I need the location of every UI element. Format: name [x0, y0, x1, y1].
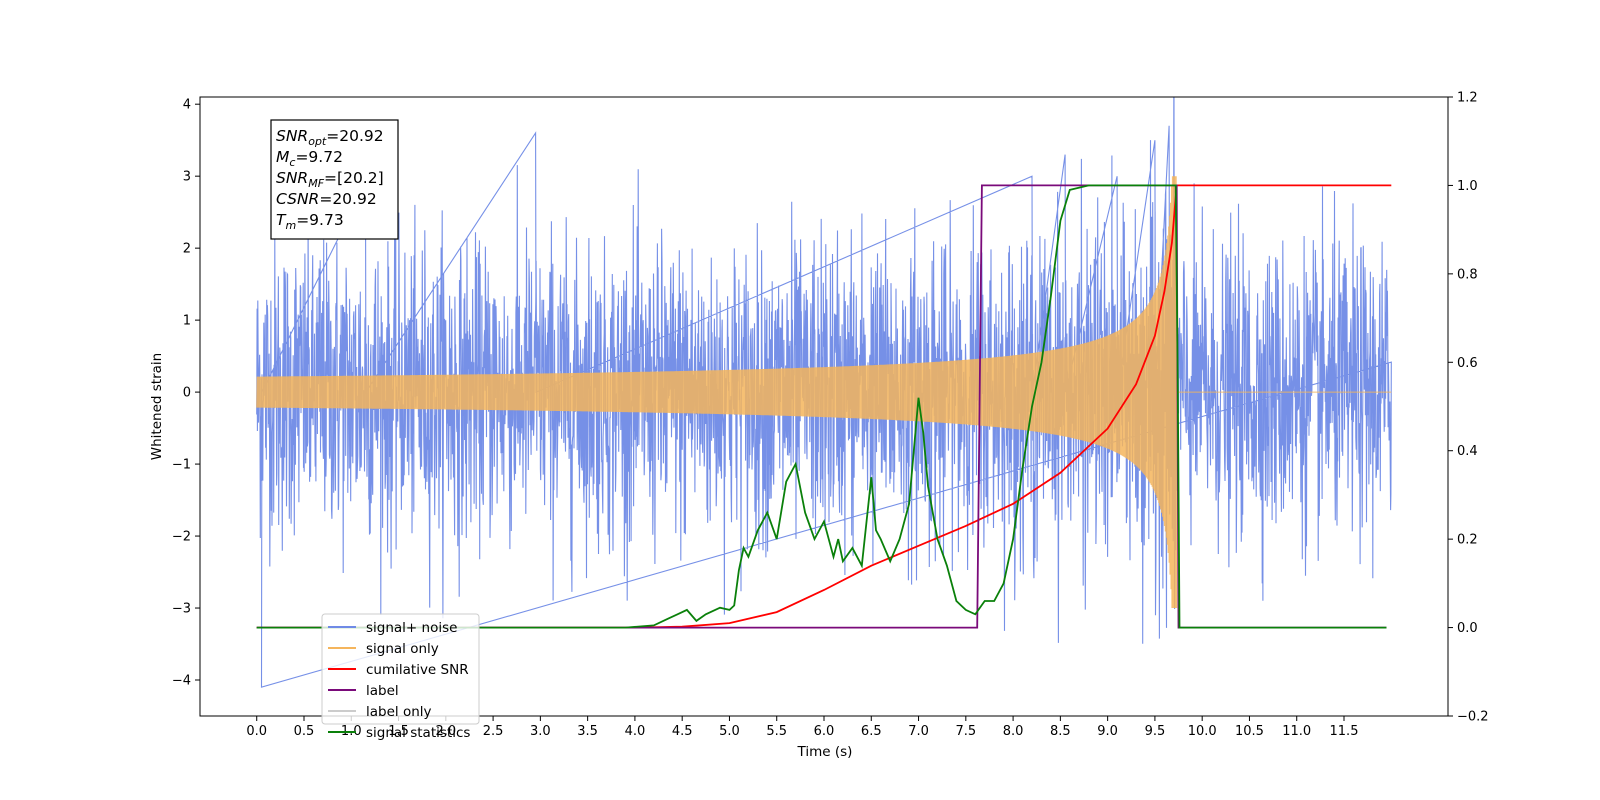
x-tick-label: 2.5	[483, 724, 504, 739]
x-tick-label: 10.5	[1235, 724, 1264, 739]
x-tick-label: 8.5	[1050, 724, 1071, 739]
x-tick-label: 3.5	[577, 724, 598, 739]
series-signal-noise	[256, 97, 1392, 688]
y2-tick-label: 1.2	[1457, 91, 1478, 106]
annotation-line: Mc=9.72	[276, 148, 343, 169]
x-tick-label: 7.5	[955, 724, 976, 739]
y-tick-label: −1	[172, 458, 191, 473]
x-tick-label: 9.5	[1145, 724, 1166, 739]
series-signal-only	[256, 176, 1392, 609]
x-tick-label: 7.0	[908, 724, 929, 739]
series-signal-statistics	[256, 184, 1387, 629]
x-tick-label: 6.5	[861, 724, 882, 739]
y-tick-label: 1	[183, 314, 191, 329]
annotation-line: SNRopt=20.92	[276, 127, 384, 148]
y2-tick-label: 0.6	[1457, 356, 1478, 371]
x-tick-label: 10.0	[1188, 724, 1217, 739]
legend-label-cumilative-snr: cumilative SNR	[366, 662, 469, 678]
y-tick-label: −3	[172, 602, 191, 617]
x-tick-label: 8.0	[1003, 724, 1024, 739]
y-tick-label: 3	[183, 170, 191, 185]
legend-label-label: label	[366, 683, 399, 699]
plot-area	[256, 97, 1392, 688]
y-tick-label: 0	[183, 386, 191, 401]
x-tick-label: 4.0	[625, 724, 646, 739]
x-tick-label: 3.0	[530, 724, 551, 739]
x-tick-label: 9.0	[1097, 724, 1118, 739]
y2-tick-label: 0.2	[1457, 533, 1478, 548]
x-tick-label: 11.5	[1330, 724, 1359, 739]
legend-label-signal-statistics: signal statistics	[366, 725, 470, 741]
legend-label-signal-only: signal only	[366, 641, 439, 657]
annotation-line: Tm=9.73	[276, 211, 344, 232]
y-tick-label: −2	[172, 530, 191, 545]
x-tick-label: 1.5	[388, 724, 409, 739]
y2-tick-label: 0.0	[1457, 621, 1478, 636]
y-tick-label: 4	[183, 98, 191, 113]
y2-tick-label: −0.2	[1457, 710, 1489, 725]
y-tick-label: 2	[183, 242, 191, 257]
x-tick-label: 4.5	[672, 724, 693, 739]
y-tick-label: −4	[172, 674, 191, 689]
x-axis-title: Time (s)	[797, 744, 853, 760]
legend-label-signal-noise: signal+ noise	[366, 620, 457, 636]
legend-label-label-only: label only	[366, 704, 432, 720]
x-tick-label: 0.5	[294, 724, 315, 739]
x-tick-label: 2.0	[435, 724, 456, 739]
annotation-line: SNRMF=[20.2]	[276, 169, 384, 190]
y2-tick-label: 1.0	[1457, 179, 1478, 194]
x-tick-label: 5.5	[766, 724, 787, 739]
y2-tick-label: 0.4	[1457, 444, 1478, 459]
y2-tick-label: 0.8	[1457, 267, 1478, 282]
x-tick-label: 11.0	[1282, 724, 1311, 739]
legend: signal+ noise signal only cumilative SNR la…	[321, 613, 480, 741]
y-axis-title: Whitened strain	[149, 353, 165, 460]
annotation-line: CSNR=20.92	[276, 190, 377, 208]
x-tick-label: 6.0	[814, 724, 835, 739]
series-cumilative-snr	[256, 184, 1392, 629]
x-tick-label: 0.0	[246, 724, 267, 739]
x-tick-label: 5.0	[719, 724, 740, 739]
snr-annotation-box: SNRopt=20.92Mc=9.72SNRMF=[20.2]CSNR=20.9…	[270, 119, 399, 240]
